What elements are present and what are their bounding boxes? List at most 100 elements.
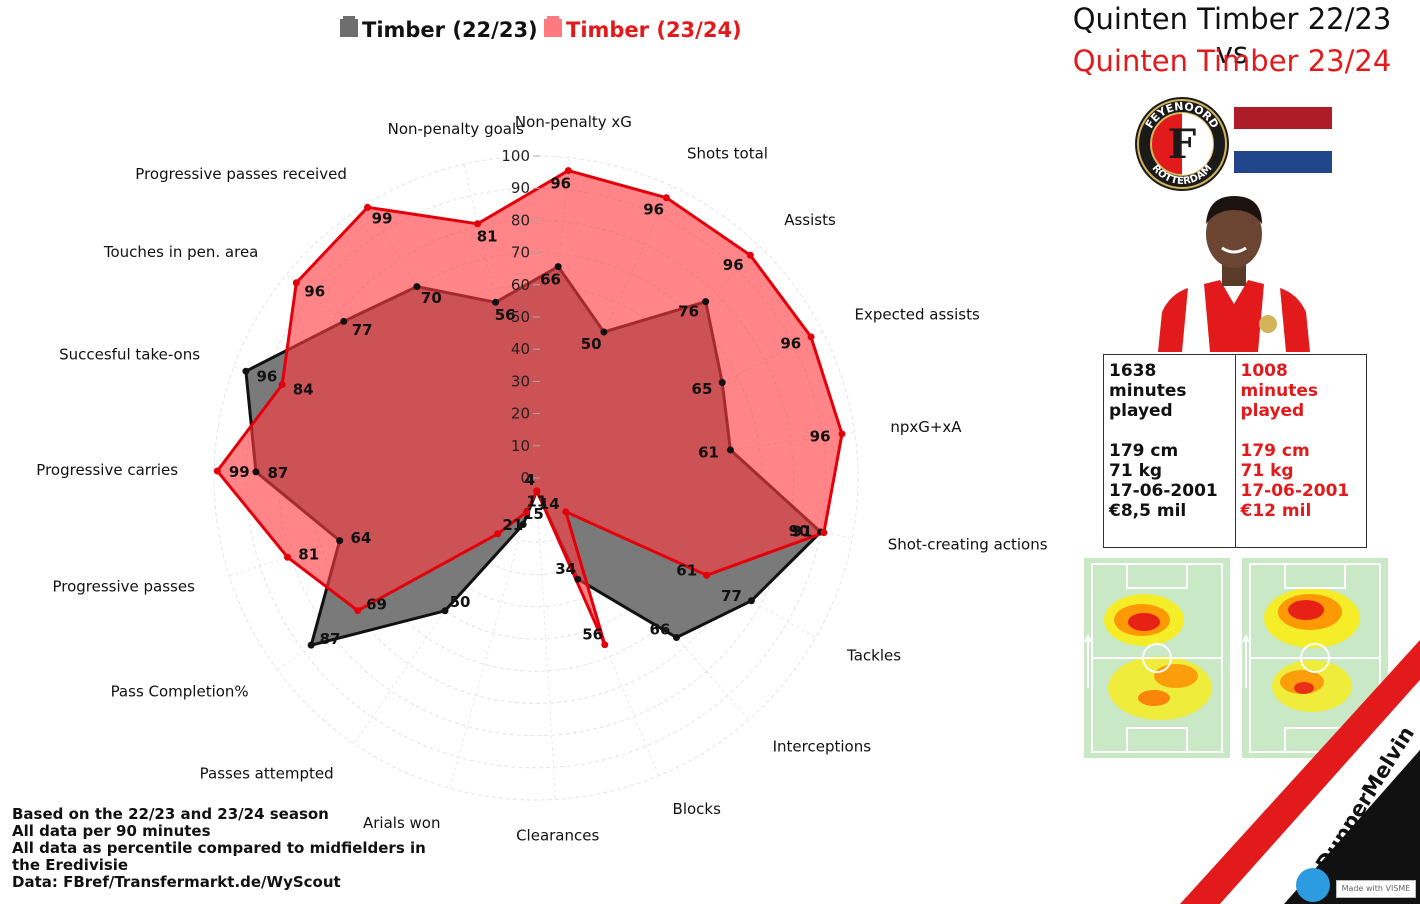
category-label: Non-penalty goals [388, 120, 525, 138]
legend-label-2223: Timber (22/23) [362, 18, 538, 42]
category-label: Passes attempted [200, 764, 334, 782]
data-point [564, 167, 572, 175]
data-point [746, 251, 754, 259]
scale-tick: 20 [511, 405, 530, 423]
value-label: 99 [229, 463, 250, 481]
scale-tick: 80 [511, 211, 530, 229]
data-point [554, 263, 562, 271]
data-point [820, 529, 828, 537]
value-label: 50 [450, 593, 471, 611]
heatmap-2324 [1242, 558, 1388, 758]
value-label: 65 [692, 380, 713, 398]
data-point [413, 283, 421, 291]
value-label: 56 [582, 626, 603, 644]
height: 179 cm [1240, 441, 1310, 461]
value-label: 69 [366, 595, 387, 613]
legend-swatch-2324 [544, 16, 562, 37]
data-point [441, 607, 449, 615]
category-label: Assists [784, 211, 836, 229]
value-label: 81 [477, 228, 498, 246]
value-label: 91 [792, 522, 813, 540]
heatmap-2223 [1084, 558, 1230, 758]
value-label: 96 [643, 201, 664, 219]
value-label: 61 [698, 444, 719, 462]
value-label: 4 [525, 471, 535, 489]
data-point [702, 298, 710, 306]
date-of-birth: 17-06-2001 [1109, 481, 1218, 501]
scale-tick: 70 [511, 244, 530, 262]
category-label: Progressive passes received [135, 165, 347, 183]
value-label: 81 [298, 546, 319, 564]
scale-tick: 10 [511, 437, 530, 455]
data-point [364, 203, 372, 211]
data-point [523, 508, 531, 516]
category-label: Succesful take-ons [59, 345, 200, 363]
value-label: 96 [723, 256, 744, 274]
legend-item-2223: Timber (22/23) [340, 16, 538, 42]
player-info-box: 1638 minutes played 179 cm 71 kg 17-06-2… [1103, 354, 1367, 548]
value-label: 66 [649, 620, 670, 638]
market-value: €12 mil [1240, 501, 1312, 521]
data-point [519, 521, 527, 529]
footnote-line: All data as percentile compared to midfi… [12, 839, 426, 874]
market-value: €8,5 mil [1109, 501, 1187, 521]
legend-label-2324: Timber (23/24) [566, 18, 742, 42]
minutes-played: 1008 minutes played [1240, 361, 1319, 421]
footnote-line: All data per 90 minutes [12, 822, 211, 840]
value-label: 99 [372, 210, 393, 228]
value-label: 90 [789, 522, 810, 540]
data-point [600, 328, 608, 336]
value-label: 87 [267, 464, 288, 482]
data-point [703, 571, 711, 579]
scale-tick: 100 [501, 147, 530, 165]
data-point [292, 279, 300, 287]
weight: 71 kg [1240, 461, 1294, 481]
category-label: Shots total [687, 144, 768, 162]
footnote-line: Based on the 22/23 and 23/24 season [12, 805, 329, 823]
value-label: 96 [780, 334, 801, 352]
value-label: 14 [539, 495, 560, 513]
value-label: 61 [676, 561, 697, 579]
value-label: 34 [555, 560, 576, 578]
minutes-played: 1638 minutes played [1109, 361, 1187, 421]
player-photo [1158, 196, 1310, 352]
category-label: Tackles [846, 646, 901, 664]
grid-ring [213, 155, 859, 801]
twitter-bird-icon [1296, 868, 1330, 902]
info-season-2324: 1008 minutes played 179 cm 71 kg 17-06-2… [1234, 355, 1367, 547]
data-point [336, 537, 344, 545]
visme-badge[interactable]: Made with VISME [1336, 880, 1416, 898]
footnote-line: Data: FBref/Transfermarkt.de/WyScout [12, 873, 341, 891]
svg-text:F: F [1168, 121, 1196, 168]
weight: 71 kg [1109, 461, 1163, 481]
data-point [494, 530, 502, 538]
category-label: Interceptions [773, 738, 872, 756]
value-label: 77 [721, 587, 742, 605]
category-label: Pass Completion% [111, 683, 249, 701]
category-label: Progressive passes [52, 578, 195, 596]
feyenoord-crest-icon: FEYENOORD ROTTERDAM F [1135, 97, 1229, 191]
data-point [838, 430, 846, 438]
data-point [726, 446, 734, 454]
data-point [354, 607, 362, 615]
data-point [340, 317, 348, 325]
value-label: 21 [502, 516, 523, 534]
data-point [307, 641, 315, 649]
data-point [807, 333, 815, 341]
scale-tick: 40 [511, 340, 530, 358]
value-label: 11 [526, 493, 547, 511]
value-label: 96 [550, 175, 571, 193]
category-label: Touches in pen. area [103, 243, 259, 261]
value-label: 96 [810, 428, 831, 446]
height: 179 cm [1109, 441, 1179, 461]
data-point [747, 597, 755, 605]
page-title: Quinten Timber 22/23 vs [1072, 2, 1392, 70]
value-label: 50 [581, 335, 602, 353]
data-point [492, 298, 500, 306]
data-point [213, 467, 221, 475]
category-label: Arials won [363, 814, 441, 832]
value-label: 96 [256, 367, 277, 385]
category-label: Progressive carries [36, 461, 178, 479]
value-label: 87 [320, 630, 341, 648]
footnote: Based on the 22/23 and 23/24 season All … [12, 806, 432, 891]
